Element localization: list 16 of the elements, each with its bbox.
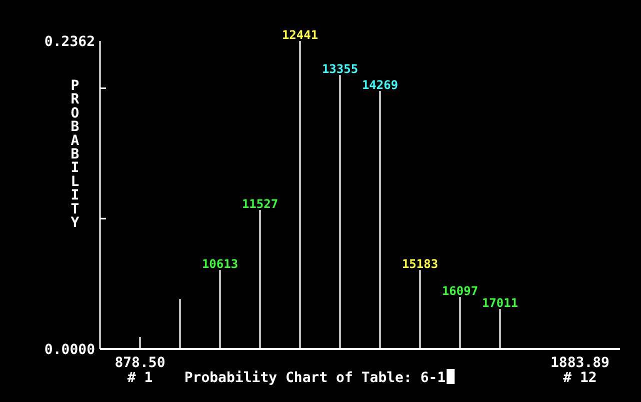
annotation: 13355 (322, 62, 358, 76)
annotation: 10613 (202, 256, 238, 271)
x-tick-label: 878.50 (114, 354, 166, 371)
annotation: 11527 (242, 196, 278, 211)
annotation: 16097 (442, 284, 478, 298)
annotation: 15183 (402, 256, 438, 271)
x-tick-label: 1883.89 (550, 354, 610, 371)
annotation: 17011 (482, 296, 518, 310)
annotation: 12441 (282, 28, 318, 42)
annotation: 14269 (362, 78, 398, 92)
text: # 1 (127, 370, 153, 386)
text: Probability Chart of Table: 6-1 (184, 370, 446, 386)
y-tick-label: 0.0000 (44, 342, 95, 358)
y-tick-label: 0.2362 (44, 34, 95, 50)
text: # 12 (563, 370, 597, 386)
text: PROBABILITY (70, 78, 80, 231)
